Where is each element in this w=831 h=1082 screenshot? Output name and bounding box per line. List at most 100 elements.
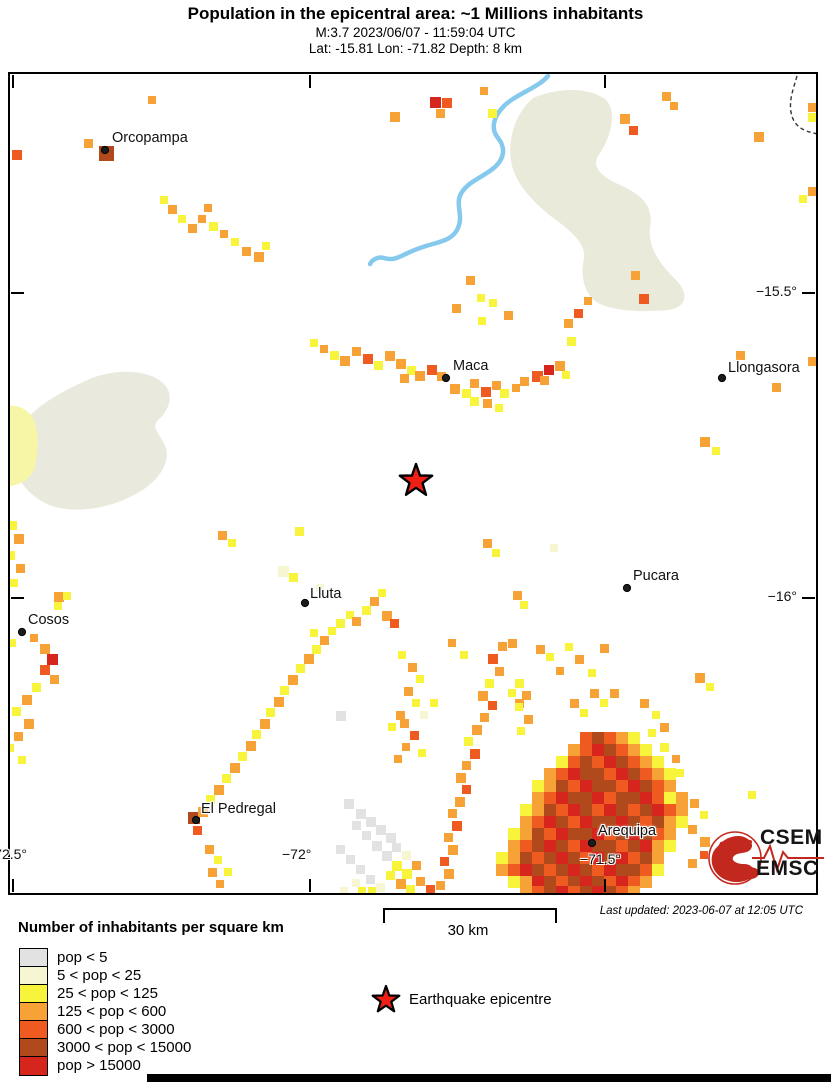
population-cell (640, 792, 652, 804)
population-cell (224, 868, 232, 876)
population-cell (352, 879, 360, 887)
terrain-patch (11, 371, 170, 510)
population-cell (629, 126, 638, 135)
population-cell (415, 371, 425, 381)
epicenter-star (398, 462, 434, 496)
population-cell (436, 881, 445, 890)
population-cell (604, 816, 616, 828)
population-cell (568, 804, 580, 816)
population-cell (402, 743, 410, 751)
population-cell (616, 840, 628, 852)
population-cell (12, 707, 21, 716)
population-cell (544, 365, 554, 375)
population-cell (520, 852, 532, 864)
population-cell (344, 799, 354, 809)
population-cell (488, 701, 497, 710)
population-cell (628, 732, 640, 744)
population-cell (193, 826, 202, 835)
population-cell (520, 876, 532, 888)
population-cell (448, 845, 458, 855)
population-cell (592, 876, 604, 888)
population-cell (652, 711, 660, 719)
population-cell (592, 864, 604, 876)
population-cell (230, 763, 240, 773)
population-cell (544, 876, 556, 888)
population-cell (488, 654, 498, 664)
population-cell (398, 651, 406, 659)
population-cell (412, 699, 420, 707)
boundary-dashed-line (789, 75, 816, 135)
population-cell (676, 769, 684, 777)
population-cell (556, 864, 568, 876)
population-cell (495, 667, 504, 676)
population-cell (754, 132, 764, 142)
population-cell (604, 792, 616, 804)
population-cell (402, 869, 412, 879)
population-cell (664, 780, 676, 792)
population-cell (628, 828, 640, 840)
population-cell (320, 345, 328, 353)
population-cell (418, 749, 426, 757)
population-cell (544, 852, 556, 864)
population-cell (565, 643, 573, 651)
population-cell (660, 743, 669, 752)
city-label: Orcopampa (112, 130, 188, 146)
population-cell (580, 828, 592, 840)
population-cell (616, 852, 628, 864)
population-cell (520, 886, 532, 893)
population-cell (386, 871, 395, 880)
population-cell (616, 864, 628, 876)
population-cell (580, 744, 592, 756)
logo-globe-icon (708, 831, 824, 885)
population-cell (568, 886, 580, 893)
population-cell (544, 792, 556, 804)
population-cell (228, 539, 236, 547)
population-cell (206, 795, 215, 804)
population-cell (400, 374, 409, 383)
population-cell (366, 875, 375, 884)
population-cell (616, 828, 628, 840)
population-cell (544, 768, 556, 780)
population-cell (390, 619, 399, 628)
population-cell (700, 811, 708, 819)
population-cell (688, 825, 697, 834)
population-cell (556, 792, 568, 804)
population-cell (480, 87, 488, 95)
population-cell (640, 756, 652, 768)
population-cell (568, 840, 580, 852)
population-cell (568, 756, 580, 768)
population-cell (580, 876, 592, 888)
population-cell (452, 304, 461, 313)
population-cell (450, 384, 460, 394)
population-cell (24, 719, 34, 729)
population-cell (508, 828, 520, 840)
population-cell (388, 723, 396, 731)
population-cell (508, 876, 520, 888)
population-cell (430, 97, 441, 108)
population-cell (604, 852, 616, 864)
population-cell (477, 294, 485, 302)
population-cell (664, 816, 676, 828)
population-cell (515, 679, 524, 688)
population-cell (336, 845, 345, 854)
population-cell (544, 886, 556, 893)
population-cell (700, 437, 710, 447)
logo-text-emsc: EMSC (756, 857, 819, 880)
population-cell (664, 804, 676, 816)
population-cell (376, 883, 385, 892)
population-cell (616, 756, 628, 768)
population-cell (604, 732, 616, 744)
population-cell (540, 376, 549, 385)
population-cell (466, 276, 475, 285)
population-cell (700, 837, 710, 847)
population-cell (532, 886, 544, 893)
population-cell (604, 876, 616, 888)
population-cell (500, 389, 509, 398)
population-cell (600, 699, 608, 707)
population-cell (628, 876, 640, 888)
population-cell (592, 804, 604, 816)
legend-title: Number of inhabitants per square km (18, 919, 284, 936)
population-cell (16, 564, 25, 573)
legend-row: 3000 < pop < 15000 (19, 1037, 191, 1058)
